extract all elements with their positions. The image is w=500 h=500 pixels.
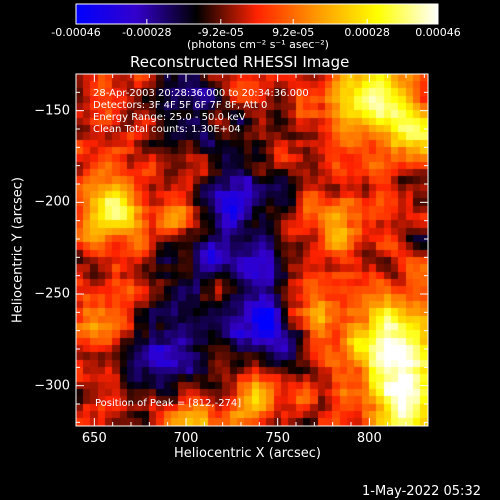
annotation-energy-range: Energy Range: 25.0 - 50.0 keV [93, 112, 246, 123]
colorbar-gradient [75, 3, 439, 25]
x-axis-label: Heliocentric X (arcsec) [174, 446, 321, 461]
x-tick-label: 700 [173, 431, 199, 446]
y-axis-label: Heliocentric Y (arcsec) [10, 177, 26, 323]
y-tick-label: −250 [34, 286, 70, 302]
y-tick-label: −300 [34, 378, 70, 394]
colorbar-tick-label: -0.00028 [122, 26, 172, 39]
heatmap-image [76, 74, 428, 426]
x-tick-label: 750 [265, 431, 291, 446]
footer-timestamp: 1-May-2022 05:32 [362, 484, 481, 499]
annotation-clean-counts: Clean Total counts: 1.30E+04 [93, 124, 241, 135]
y-tick-label: −150 [34, 103, 70, 119]
colorbar-tick-label: 0.00046 [415, 26, 461, 39]
annotation-detectors: Detectors: 3F 4F 5F 6F 7F 8F, Att 0 [93, 100, 268, 111]
annotation-peak-position: Position of Peak = [812,-274] [95, 398, 242, 409]
colorbar-tick-label: -0.00046 [51, 26, 101, 39]
x-tick-label: 800 [356, 431, 382, 446]
colorbar-unit-label: (photons cm⁻² s⁻¹ asec⁻²) [187, 38, 329, 51]
plot-frame [75, 73, 429, 427]
y-tick-label: −200 [34, 194, 70, 210]
colorbar-tick-label: 9.2e-05 [272, 26, 315, 39]
colorbar-tick-label: 0.00028 [344, 26, 390, 39]
chart-title: Reconstructed RHESSI Image [130, 53, 350, 71]
colorbar-tick-label: -9.2e-05 [197, 26, 244, 39]
x-tick-label: 650 [81, 431, 107, 446]
annotation-time-range: 28-Apr-2003 20:28:36.000 to 20:34:36.000 [93, 88, 309, 99]
